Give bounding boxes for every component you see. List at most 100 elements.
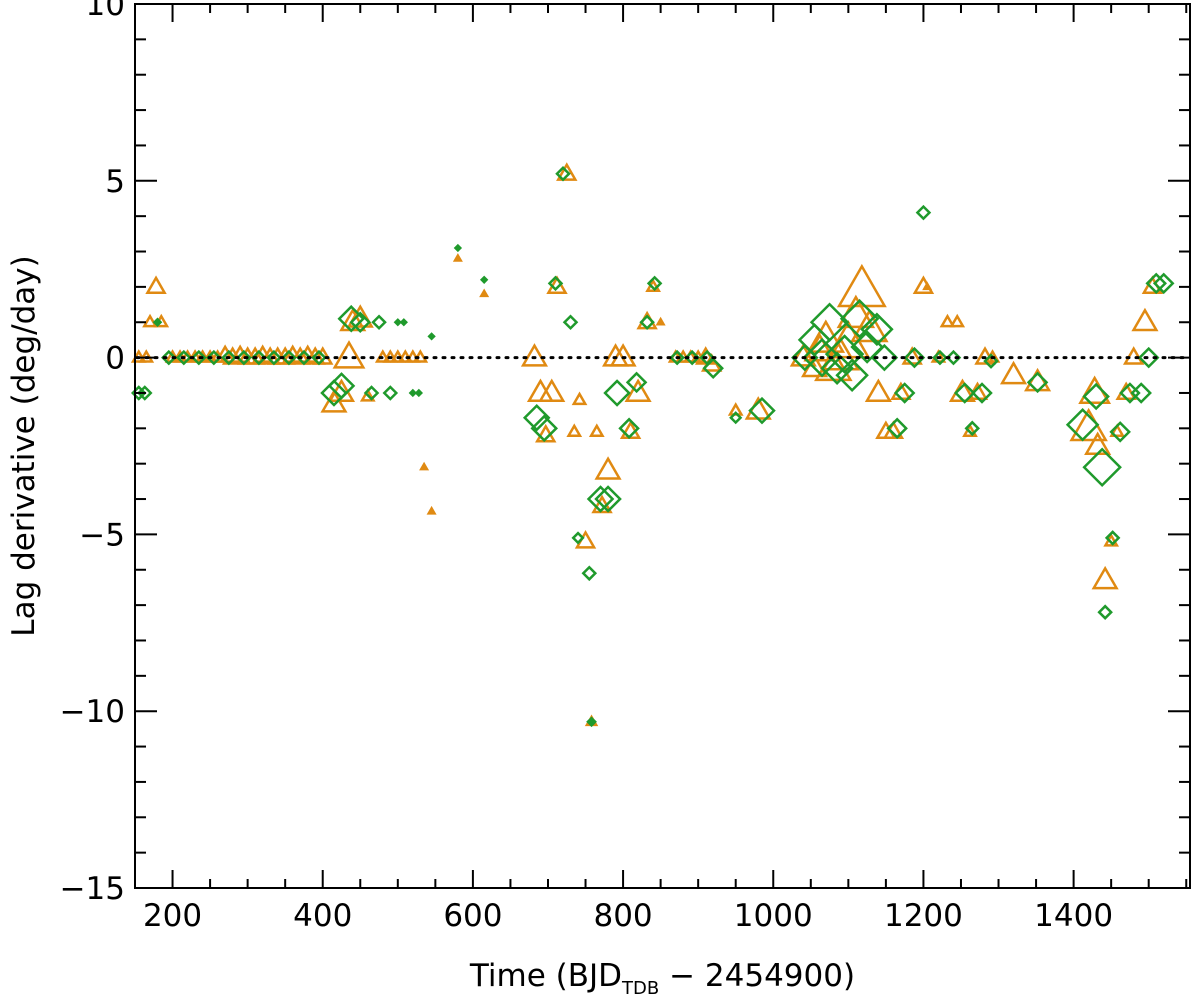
diamond-marker xyxy=(393,318,402,327)
triangle-marker xyxy=(479,288,490,298)
triangle-marker xyxy=(145,275,167,294)
triangle-marker xyxy=(142,313,158,328)
diamond-marker xyxy=(1104,530,1121,546)
diamond-marker xyxy=(581,565,598,582)
triangle-marker xyxy=(538,378,566,403)
diamond-marker xyxy=(1065,408,1100,442)
diamond-marker xyxy=(903,346,926,369)
diamond-marker xyxy=(1130,382,1152,404)
y-tick-label: 5 xyxy=(105,164,125,200)
diamond-marker xyxy=(371,314,387,331)
diamond-marker xyxy=(1145,272,1167,295)
triangle-marker xyxy=(836,263,887,308)
y-tick-label: 10 xyxy=(86,0,125,23)
diamond-marker xyxy=(408,388,417,398)
diamond-marker xyxy=(1082,447,1122,487)
triangle-marker xyxy=(426,505,437,515)
triangle-marker xyxy=(566,423,583,438)
series-triangles xyxy=(130,162,1164,727)
triangle-marker xyxy=(419,461,430,471)
diamond-marker xyxy=(266,349,282,366)
diamond-marker xyxy=(399,318,408,327)
diamond-marker xyxy=(206,349,222,366)
diamond-marker xyxy=(1082,382,1110,411)
triangle-marker xyxy=(274,346,296,365)
triangle-marker xyxy=(312,346,334,365)
triangle-marker xyxy=(556,162,578,181)
diamond-marker xyxy=(971,382,993,404)
diamond-marker xyxy=(152,317,163,328)
diamond-marker xyxy=(586,485,615,513)
triangle-marker xyxy=(922,281,933,291)
triangle-marker xyxy=(609,343,637,367)
triangle-marker xyxy=(138,349,155,363)
triangle-marker xyxy=(520,343,549,367)
diamond-marker xyxy=(932,349,948,366)
axis-tick-labels: 200 400 600 800 1000 1200 1400 −15 −10 −5 0 5 10 xyxy=(60,0,1113,934)
y-tick-label: 0 xyxy=(105,341,125,377)
diamond-marker xyxy=(547,275,564,292)
triangle-marker xyxy=(624,378,652,403)
diamond-marker xyxy=(311,349,327,366)
y-tick-label: −10 xyxy=(60,694,125,730)
diamond-marker xyxy=(296,349,312,366)
diamond-marker xyxy=(809,302,850,343)
triangle-marker xyxy=(1122,346,1145,365)
diamond-marker xyxy=(161,349,177,366)
diamond-marker xyxy=(251,349,267,366)
diamond-marker xyxy=(860,312,894,347)
plot-frame xyxy=(134,3,1191,889)
diamond-marker xyxy=(479,275,489,284)
diamond-marker xyxy=(835,358,869,393)
triangle-marker xyxy=(999,360,1028,385)
diamond-marker xyxy=(1097,604,1113,620)
diamond-marker xyxy=(824,334,865,374)
x-axis-title: Time (BJDTDB − 2454900) xyxy=(469,958,855,999)
diamond-marker xyxy=(684,349,700,366)
x-tick-label: 1000 xyxy=(734,898,813,934)
diamond-marker xyxy=(646,275,663,292)
diamond-marker xyxy=(748,396,776,425)
diamond-marker xyxy=(1026,371,1049,394)
x-axis-title-main: Time (BJD xyxy=(469,958,622,994)
diamond-marker xyxy=(945,349,962,366)
diamond-marker xyxy=(953,382,976,404)
triangle-marker xyxy=(571,391,588,406)
triangle-marker xyxy=(949,313,966,328)
diamond-marker xyxy=(915,204,932,221)
triangle-marker xyxy=(359,387,376,402)
triangle-marker xyxy=(594,456,622,480)
diamond-marker xyxy=(236,349,252,366)
y-tick-label: −15 xyxy=(60,871,125,907)
diamond-marker xyxy=(594,485,622,513)
diamond-marker xyxy=(571,531,585,545)
diamond-marker xyxy=(555,165,571,182)
triangle-marker xyxy=(1109,423,1126,438)
diamond-marker xyxy=(1109,421,1131,443)
diamond-marker xyxy=(702,357,724,379)
x-tick-label: 1400 xyxy=(1034,898,1113,934)
axis-ticks xyxy=(134,3,1190,889)
diamond-marker xyxy=(191,349,207,366)
diamond-marker xyxy=(530,414,559,443)
x-tick-label: 400 xyxy=(293,898,352,934)
diamond-marker xyxy=(820,351,854,385)
triangle-marker xyxy=(850,308,889,343)
triangle-marker xyxy=(221,346,244,365)
diamond-marker xyxy=(320,379,348,407)
diamond-marker xyxy=(729,411,743,425)
triangle-marker xyxy=(526,378,555,403)
diamond-marker xyxy=(349,311,372,334)
triangle-marker xyxy=(588,423,605,438)
diamond-marker xyxy=(1152,272,1175,295)
y-axis-title: Lag derivative (deg/day) xyxy=(6,255,42,636)
triangle-marker xyxy=(864,378,892,403)
triangle-marker xyxy=(289,346,311,365)
diamond-marker xyxy=(176,349,192,366)
diamond-marker xyxy=(886,417,908,440)
x-tick-label: 1200 xyxy=(884,898,963,934)
diamond-marker xyxy=(586,716,597,728)
diamond-marker xyxy=(453,243,463,253)
diamond-marker xyxy=(893,382,916,404)
